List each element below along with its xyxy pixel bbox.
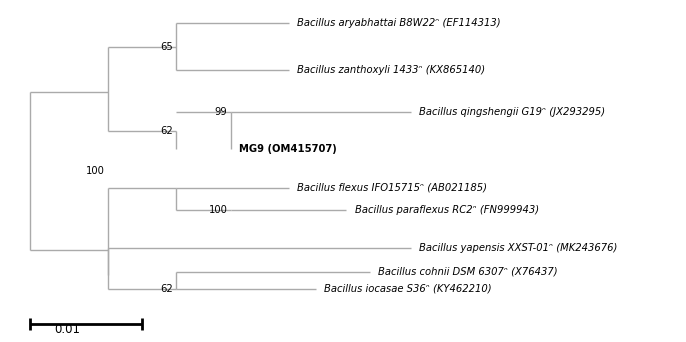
Text: 99: 99 xyxy=(215,107,227,117)
Text: Bacillus paraflexus RC2ᵔ (FN999943): Bacillus paraflexus RC2ᵔ (FN999943) xyxy=(355,205,539,215)
Text: Bacillus cohnii DSM 6307ᵔ (X76437): Bacillus cohnii DSM 6307ᵔ (X76437) xyxy=(379,267,558,277)
Text: MG9 (OM415707): MG9 (OM415707) xyxy=(239,144,337,154)
Text: 100: 100 xyxy=(209,205,227,215)
Text: Bacillus aryabhattai B8W22ᵔ (EF114313): Bacillus aryabhattai B8W22ᵔ (EF114313) xyxy=(297,18,500,28)
Text: 65: 65 xyxy=(160,41,173,52)
Text: 0.01: 0.01 xyxy=(54,323,80,336)
Text: 62: 62 xyxy=(160,126,173,136)
Text: Bacillus flexus IFO15715ᵔ (AB021185): Bacillus flexus IFO15715ᵔ (AB021185) xyxy=(297,183,487,193)
Text: Bacillus iocasae S36ᵔ (KY462210): Bacillus iocasae S36ᵔ (KY462210) xyxy=(324,284,492,294)
Text: Bacillus yapensis XXST-01ᵔ (MK243676): Bacillus yapensis XXST-01ᵔ (MK243676) xyxy=(419,244,617,253)
Text: 62: 62 xyxy=(160,284,173,294)
Text: Bacillus qingshengii G19ᵔ (JX293295): Bacillus qingshengii G19ᵔ (JX293295) xyxy=(419,107,605,117)
Text: Bacillus zanthoxyli 1433ᵔ (KX865140): Bacillus zanthoxyli 1433ᵔ (KX865140) xyxy=(297,65,485,75)
Text: 100: 100 xyxy=(86,166,105,176)
